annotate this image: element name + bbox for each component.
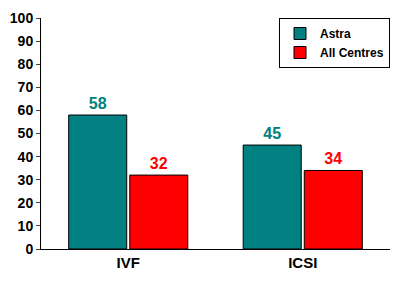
svg-text:70: 70 [18, 79, 34, 95]
svg-text:58: 58 [89, 95, 107, 112]
svg-text:32: 32 [150, 155, 168, 172]
svg-text:Astra: Astra [320, 27, 351, 41]
svg-text:90: 90 [18, 33, 34, 49]
svg-text:30: 30 [18, 172, 34, 188]
svg-text:34: 34 [324, 150, 342, 167]
svg-text:100: 100 [10, 10, 34, 26]
svg-text:80: 80 [18, 56, 34, 72]
svg-text:50: 50 [18, 125, 34, 141]
svg-text:All Centres: All Centres [320, 46, 384, 60]
svg-text:40: 40 [18, 149, 34, 165]
svg-text:10: 10 [18, 218, 34, 234]
svg-text:60: 60 [18, 102, 34, 118]
svg-text:20: 20 [18, 195, 34, 211]
svg-text:ICSI: ICSI [288, 254, 317, 271]
svg-text:45: 45 [263, 125, 281, 142]
svg-text:IVF: IVF [117, 254, 140, 271]
svg-text:0: 0 [25, 241, 33, 257]
